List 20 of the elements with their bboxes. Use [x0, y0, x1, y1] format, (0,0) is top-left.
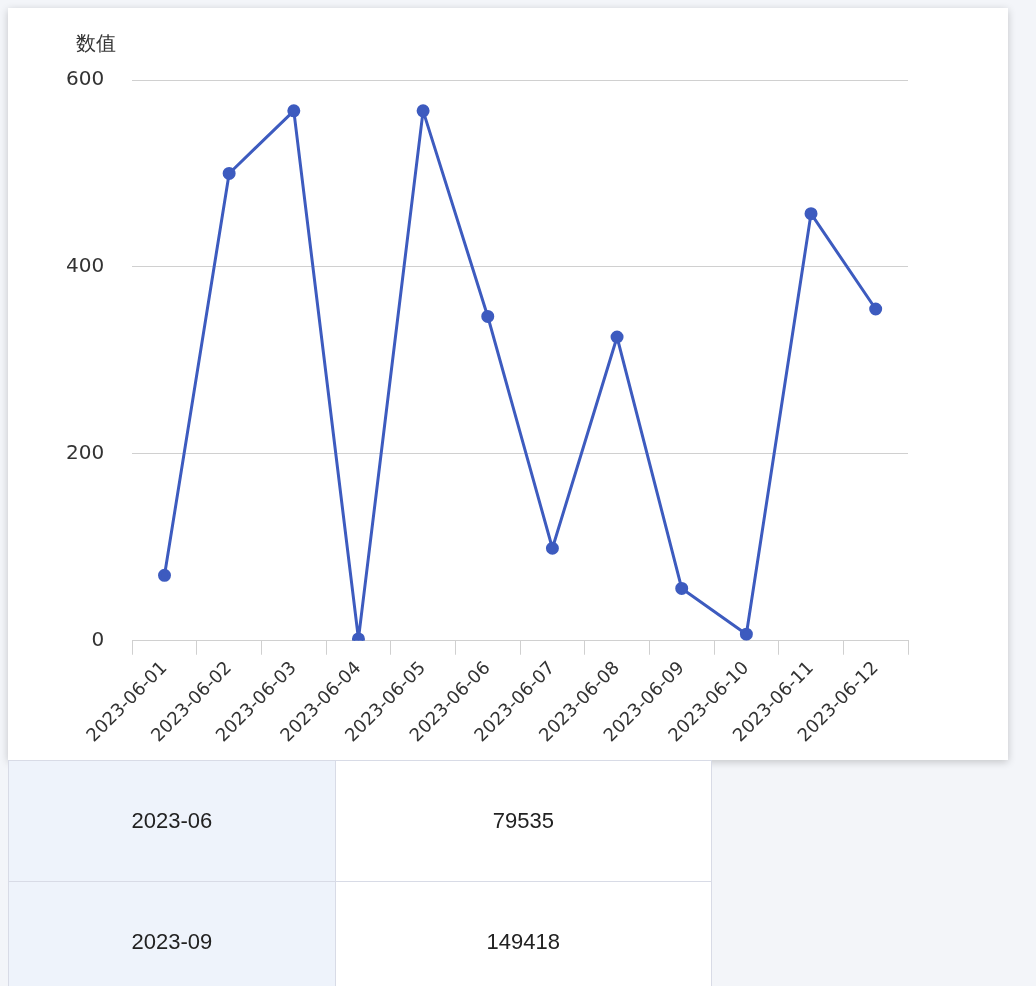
point	[287, 104, 301, 118]
y-tick-label: 0	[91, 626, 105, 651]
y-tick-label: 600	[65, 66, 105, 91]
point	[869, 302, 883, 316]
y-axis-title: 数值	[76, 31, 116, 55]
text: 2023-06	[8, 760, 336, 882]
text: 79535	[335, 760, 712, 882]
y-tick-label: 200	[65, 440, 105, 465]
text: 149418	[335, 881, 712, 986]
y-tick-label: 400	[65, 253, 105, 278]
point	[222, 166, 236, 180]
point	[416, 104, 430, 118]
point	[804, 207, 818, 221]
point	[545, 541, 559, 555]
point	[739, 627, 753, 641]
point	[481, 309, 495, 323]
point	[610, 330, 624, 344]
point	[675, 581, 689, 595]
text: 2023-09	[8, 881, 336, 986]
point	[158, 568, 171, 582]
